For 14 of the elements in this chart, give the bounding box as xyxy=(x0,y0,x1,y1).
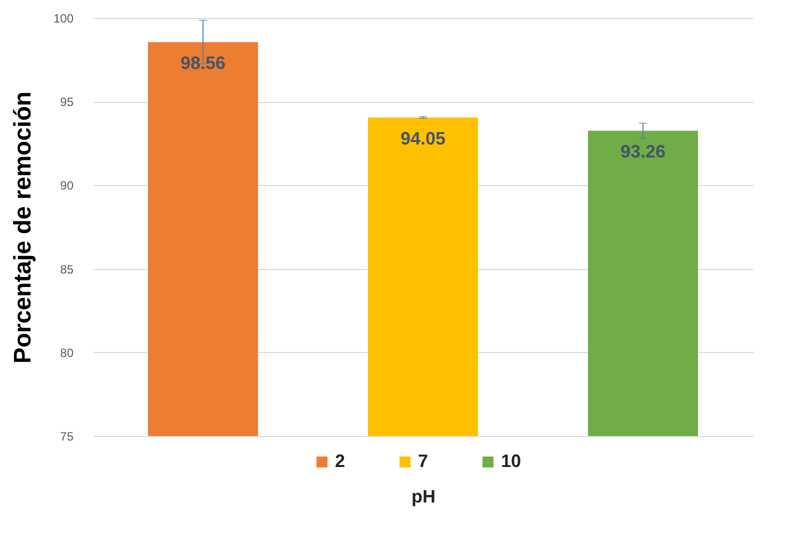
x-axis-title: pH xyxy=(412,486,436,506)
data-label: 94.05 xyxy=(400,128,446,148)
y-tick-label: 75 xyxy=(60,430,74,444)
y-tick-label: 90 xyxy=(60,178,74,193)
y-tick-label: 80 xyxy=(60,346,74,360)
legend-label: 2 xyxy=(335,451,346,471)
y-tick-label: 100 xyxy=(53,12,74,26)
data-label: 98.56 xyxy=(180,53,226,74)
data-label: 93.26 xyxy=(620,142,666,162)
y-axis-title: Porcentaje de remoción xyxy=(9,91,36,364)
legend-label: 7 xyxy=(418,451,428,471)
legend-label: 10 xyxy=(501,451,522,471)
y-tick-label: 95 xyxy=(60,95,74,110)
y-tick-label: 85 xyxy=(60,262,74,276)
